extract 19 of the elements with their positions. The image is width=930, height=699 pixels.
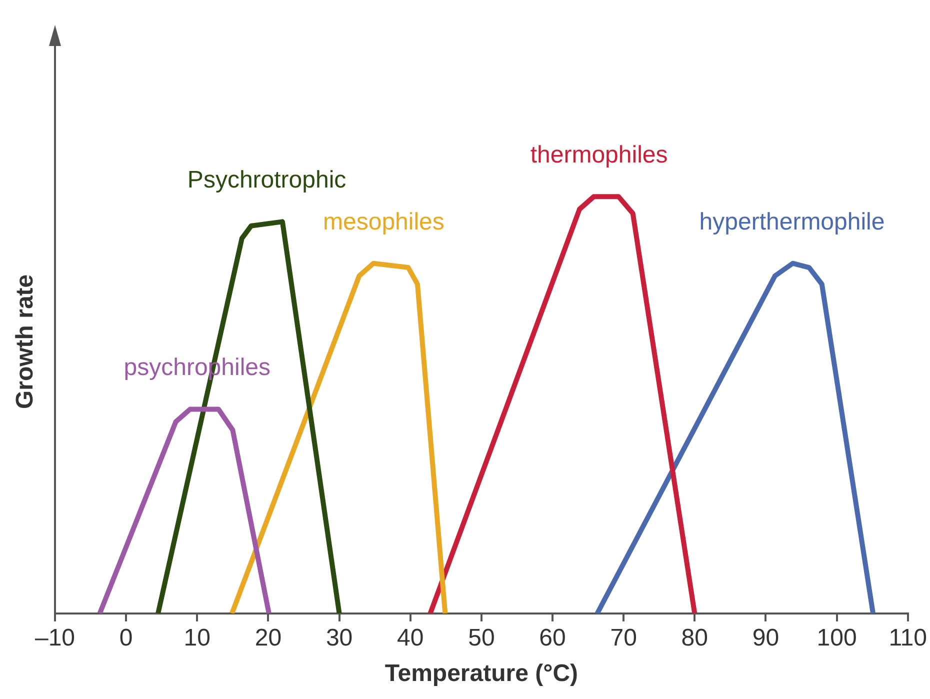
x-axis-title: Temperature (°C) (384, 660, 578, 688)
series-label: thermophiles (530, 142, 668, 169)
x-tick-label: –10 (34, 624, 76, 652)
series-label: mesophiles (323, 208, 444, 236)
x-tick-label: 10 (184, 624, 210, 652)
x-tick-label: 90 (752, 624, 780, 652)
x-tick-label: 40 (397, 624, 424, 652)
x-tick-label: 60 (539, 624, 566, 652)
x-tick-label: 80 (681, 624, 708, 652)
series-label: hyperthermophile (699, 208, 885, 236)
x-tick-label: 70 (610, 624, 637, 652)
x-tick-label: 20 (254, 624, 282, 652)
series-label: Psychrotrophic (187, 166, 346, 194)
x-tick-label: 30 (326, 624, 353, 652)
x-tick-label: 100 (816, 624, 857, 652)
x-tick-label: 50 (468, 624, 495, 652)
x-tick-label: 0 (119, 624, 133, 652)
y-axis-title: Growth rate (12, 274, 39, 410)
x-tick-label: 110 (888, 624, 927, 652)
